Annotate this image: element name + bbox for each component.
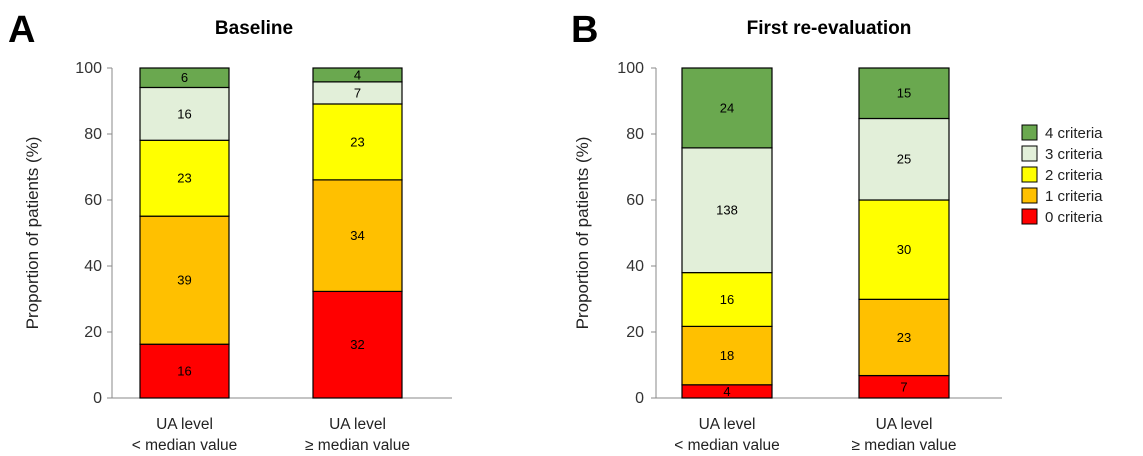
x-category-label: UA level [876,416,933,433]
segment-value-label: 39 [177,273,191,288]
segment-value-label: 7 [354,85,361,100]
bar-segment-3-criteria [681,147,773,274]
x-category-label: UA level [329,416,386,433]
bar-segment-4-criteria [312,67,403,83]
segment-value-label: 15 [897,86,911,101]
panel-b-plot: 0 20 40 60 80 100 4 18 16 138 24 UA level < median v… [617,60,1002,454]
segment-value-label: 16 [177,364,191,379]
y-tick-label: 20 [626,324,644,341]
bar-segment-4-criteria [139,67,230,89]
bar-segment-4-criteria [858,67,950,120]
x-category-label: < median value [674,437,780,454]
legend-label: 1 criteria [1045,188,1103,205]
y-tick-label: 20 [84,324,102,341]
bar-segment-4-criteria [681,67,773,149]
y-tick-label: 100 [75,60,102,77]
segment-value-label: 4 [354,67,361,82]
legend-swatch [1021,145,1038,162]
segment-value-label: 25 [897,152,911,167]
bar-segment-0-criteria [139,343,230,399]
y-tick-label: 100 [617,60,644,77]
segment-value-label: 24 [720,100,734,115]
legend-label: 2 criteria [1045,167,1103,184]
panel-a-y-axis-label: Proportion of patients (%) [23,137,42,330]
bar-segment-3-criteria [858,117,950,201]
panel-a-baseline: A Baseline Proportion of patients (%) 0 2… [8,9,452,454]
legend-label: 0 criteria [1045,209,1103,226]
panel-a-title: Baseline [215,18,293,39]
panel-b-title: First re-evaluation [747,18,912,39]
panel-letter-a: A [8,9,35,51]
segment-value-label: 32 [350,337,364,352]
legend: 4 criteria 3 criteria 2 criteria 1 criteria… [1021,124,1103,226]
y-tick-label: 60 [84,192,102,209]
x-category-label: UA level [156,416,213,433]
segment-value-label: 4 [723,384,730,399]
x-category-label: ≥ median value [851,437,956,454]
y-tick-label: 40 [84,258,102,275]
bar-segment-1-criteria [681,325,773,386]
y-tick-label: 40 [626,258,644,275]
y-tick-label: 80 [84,126,102,143]
bar-segment-1-criteria [858,298,950,377]
x-category-label: UA level [699,416,756,433]
segment-value-label: 16 [177,106,191,121]
bar-segment-2-criteria [139,139,230,217]
legend-swatch [1021,187,1038,204]
panel-a-plot: 0 20 40 60 80 100 16 39 23 16 6 UA level < median va… [75,60,452,454]
panel-letter-b: B [571,9,598,51]
bar-segment-2-criteria [681,272,773,327]
segment-value-label: 23 [897,330,911,345]
segment-value-label: 34 [350,228,364,243]
bar-segment-0-criteria [312,290,403,399]
bar-segment-1-criteria [139,215,230,345]
segment-value-label: 7 [900,379,907,394]
segment-value-label: 23 [350,134,364,149]
legend-swatch [1021,124,1038,141]
segment-value-label: 138 [716,203,738,218]
x-category-label: < median value [132,437,238,454]
panel-b-first-re-evaluation: B First re-evaluation Proportion of pati… [571,9,1002,454]
y-tick-label: 60 [626,192,644,209]
x-category-label: ≥ median value [305,437,410,454]
panel-b-y-axis-label: Proportion of patients (%) [573,137,592,330]
segment-value-label: 16 [720,292,734,307]
bar-segment-2-criteria [858,199,950,300]
segment-value-label: 6 [181,70,188,85]
segment-value-label: 18 [720,348,734,363]
legend-swatch [1021,208,1038,225]
y-tick-label: 80 [626,126,644,143]
bar-segment-3-criteria [139,86,230,141]
y-tick-label: 0 [635,390,644,407]
legend-swatch [1021,166,1038,183]
segment-value-label: 30 [897,242,911,257]
legend-label: 3 criteria [1045,146,1103,163]
segment-value-label: 23 [177,171,191,186]
y-tick-label: 0 [93,390,102,407]
legend-label: 4 criteria [1045,125,1103,142]
